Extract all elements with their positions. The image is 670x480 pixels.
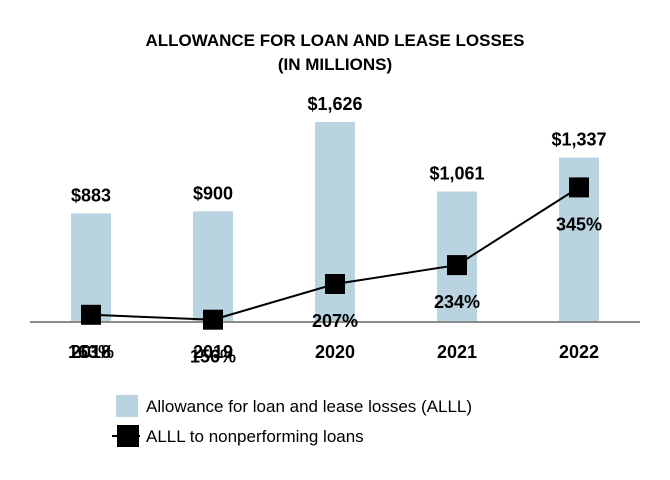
ratio-marker-2022 <box>569 177 589 198</box>
bar-value-label-2018: $883 <box>71 185 111 205</box>
ratio-marker-2021 <box>447 255 467 276</box>
ratio-label-2022: 345% <box>556 214 602 234</box>
bar-value-label-2020: $1,626 <box>307 94 362 114</box>
legend-label-allll: Allowance for loan and lease losses (ALL… <box>146 397 472 416</box>
x-tick-label-2020: 2020 <box>315 342 355 362</box>
bar-value-label-2021: $1,061 <box>429 163 484 183</box>
ratio-label-2021: 234% <box>434 292 480 312</box>
legend-marker-ratio <box>117 425 139 447</box>
ratio-marker-2020 <box>325 274 345 294</box>
x-tick-label-2022: 2022 <box>559 342 599 362</box>
ratio-label-2018: 163% <box>68 342 114 362</box>
ratio-label-2019: 156% <box>190 347 236 367</box>
chart-subtitle: (IN MILLIONS) <box>278 55 392 74</box>
ratio-marker-2018 <box>81 304 101 325</box>
legend: Allowance for loan and lease losses (ALL… <box>112 395 472 447</box>
x-tick-label-2021: 2021 <box>437 342 477 362</box>
legend-label-ratio: ALLL to nonperforming loans <box>146 427 364 446</box>
legend-swatch-allll <box>116 395 138 417</box>
line-series: 163% 156% 207% 234% 345% <box>68 177 602 367</box>
x-tick-label-2018: 2018 <box>71 342 111 362</box>
ratio-label-2020: 207% <box>312 311 358 331</box>
x-tick-label-2019: 2019 <box>193 342 233 362</box>
bar-2018 <box>71 213 111 322</box>
ratio-marker-2019 <box>203 309 223 330</box>
bar-value-label-2022: $1,337 <box>551 130 606 150</box>
bar-value-label-2019: $900 <box>193 183 233 203</box>
bar-2019 <box>193 211 233 322</box>
chart-title: ALLOWANCE FOR LOAN AND LEASE LOSSES <box>145 31 524 50</box>
category-labels: 2018 2019 2020 2021 2022 <box>71 342 599 362</box>
